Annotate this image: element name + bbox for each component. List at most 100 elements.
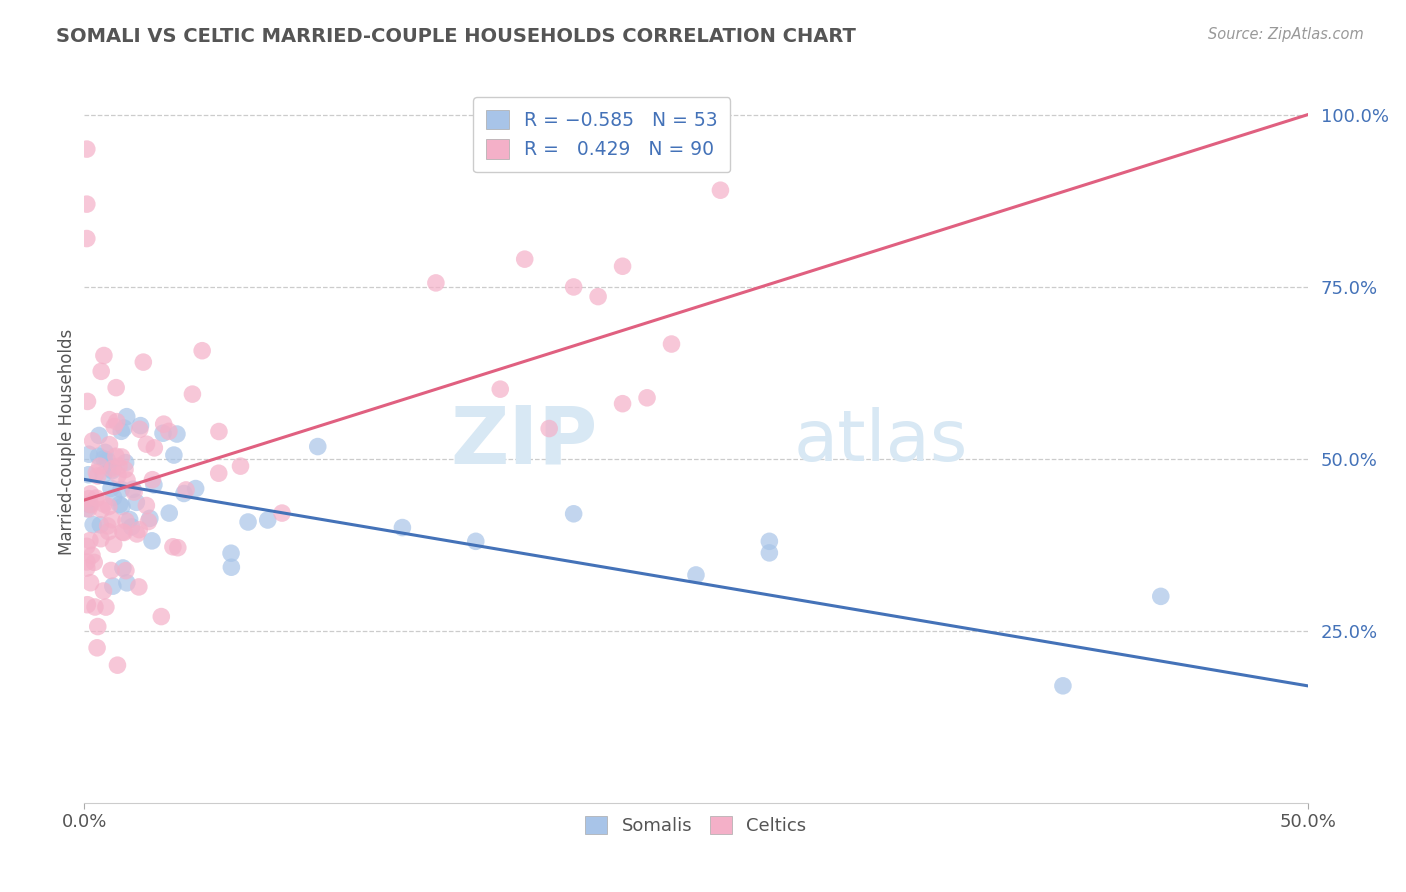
Point	[89, 459, 111, 474]
Point	[685, 155, 707, 169]
Point	[236, 515, 259, 529]
Point	[143, 441, 166, 455]
Point	[76, 501, 98, 516]
Point	[122, 482, 145, 496]
Point	[111, 500, 134, 514]
Point	[307, 440, 329, 454]
Point	[115, 514, 138, 528]
Point	[101, 513, 124, 527]
Point	[83, 555, 105, 569]
Point	[562, 280, 585, 294]
Point	[100, 481, 122, 495]
Point	[76, 598, 98, 612]
Point	[256, 513, 278, 527]
Point	[612, 397, 634, 411]
Point	[513, 252, 536, 267]
Point	[110, 425, 132, 439]
Point	[129, 418, 152, 433]
Point	[94, 445, 117, 459]
Point	[89, 517, 111, 532]
Point	[111, 561, 134, 575]
Point	[612, 108, 634, 122]
Point	[97, 519, 120, 533]
Point	[758, 534, 780, 549]
Point	[122, 485, 145, 500]
Point	[150, 609, 173, 624]
Point	[128, 422, 150, 436]
Point	[115, 564, 138, 578]
Point	[107, 468, 129, 483]
Point	[112, 525, 135, 540]
Point	[162, 540, 184, 554]
Point	[661, 337, 683, 351]
Point	[166, 427, 188, 442]
Point	[77, 491, 100, 506]
Point	[101, 459, 124, 474]
Point	[157, 425, 180, 439]
Point	[93, 497, 115, 511]
Point	[105, 381, 128, 395]
Point	[135, 437, 157, 451]
Point	[191, 343, 214, 358]
Point	[142, 478, 165, 492]
Point	[79, 487, 101, 501]
Point	[97, 524, 120, 539]
Point	[425, 276, 447, 290]
Point	[101, 579, 124, 593]
Point	[208, 425, 231, 439]
Point	[86, 466, 108, 480]
Point	[86, 469, 108, 483]
Point	[79, 575, 101, 590]
Point	[80, 498, 103, 512]
Point	[77, 502, 100, 516]
Point	[612, 259, 634, 273]
Point	[138, 515, 160, 529]
Point	[76, 231, 98, 245]
Point	[77, 497, 100, 511]
Point	[163, 448, 186, 462]
Point	[219, 546, 242, 560]
Point	[93, 467, 115, 482]
Point	[93, 583, 115, 598]
Point	[103, 419, 125, 434]
Point	[489, 382, 512, 396]
Point	[87, 428, 110, 442]
Point	[79, 533, 101, 548]
Point	[111, 525, 134, 540]
Point	[174, 483, 197, 497]
Point	[76, 555, 98, 569]
Point	[101, 462, 124, 476]
Point	[271, 506, 294, 520]
Point	[221, 560, 243, 574]
Point	[101, 464, 124, 478]
Point	[98, 412, 121, 426]
Point	[118, 512, 141, 526]
Point	[96, 453, 118, 467]
Point	[229, 459, 252, 474]
Point	[103, 491, 125, 505]
Text: ZIP: ZIP	[451, 402, 598, 481]
Point	[141, 533, 163, 548]
Point	[87, 449, 110, 463]
Point	[121, 520, 143, 534]
Point	[97, 500, 120, 514]
Point	[114, 456, 136, 470]
Point	[77, 447, 100, 461]
Point	[636, 391, 658, 405]
Point	[76, 539, 98, 553]
Point	[758, 546, 780, 560]
Point	[115, 473, 138, 487]
Point	[94, 600, 117, 615]
Point	[128, 523, 150, 537]
Point	[82, 517, 104, 532]
Point	[391, 520, 413, 534]
Point	[76, 197, 98, 211]
Point	[84, 599, 107, 614]
Point	[93, 451, 115, 466]
Point	[77, 467, 100, 482]
Text: SOMALI VS CELTIC MARRIED-COUPLE HOUSEHOLDS CORRELATION CHART: SOMALI VS CELTIC MARRIED-COUPLE HOUSEHOL…	[56, 27, 856, 45]
Point	[107, 658, 129, 673]
Point	[132, 355, 155, 369]
Point	[538, 421, 561, 435]
Point	[90, 364, 112, 378]
